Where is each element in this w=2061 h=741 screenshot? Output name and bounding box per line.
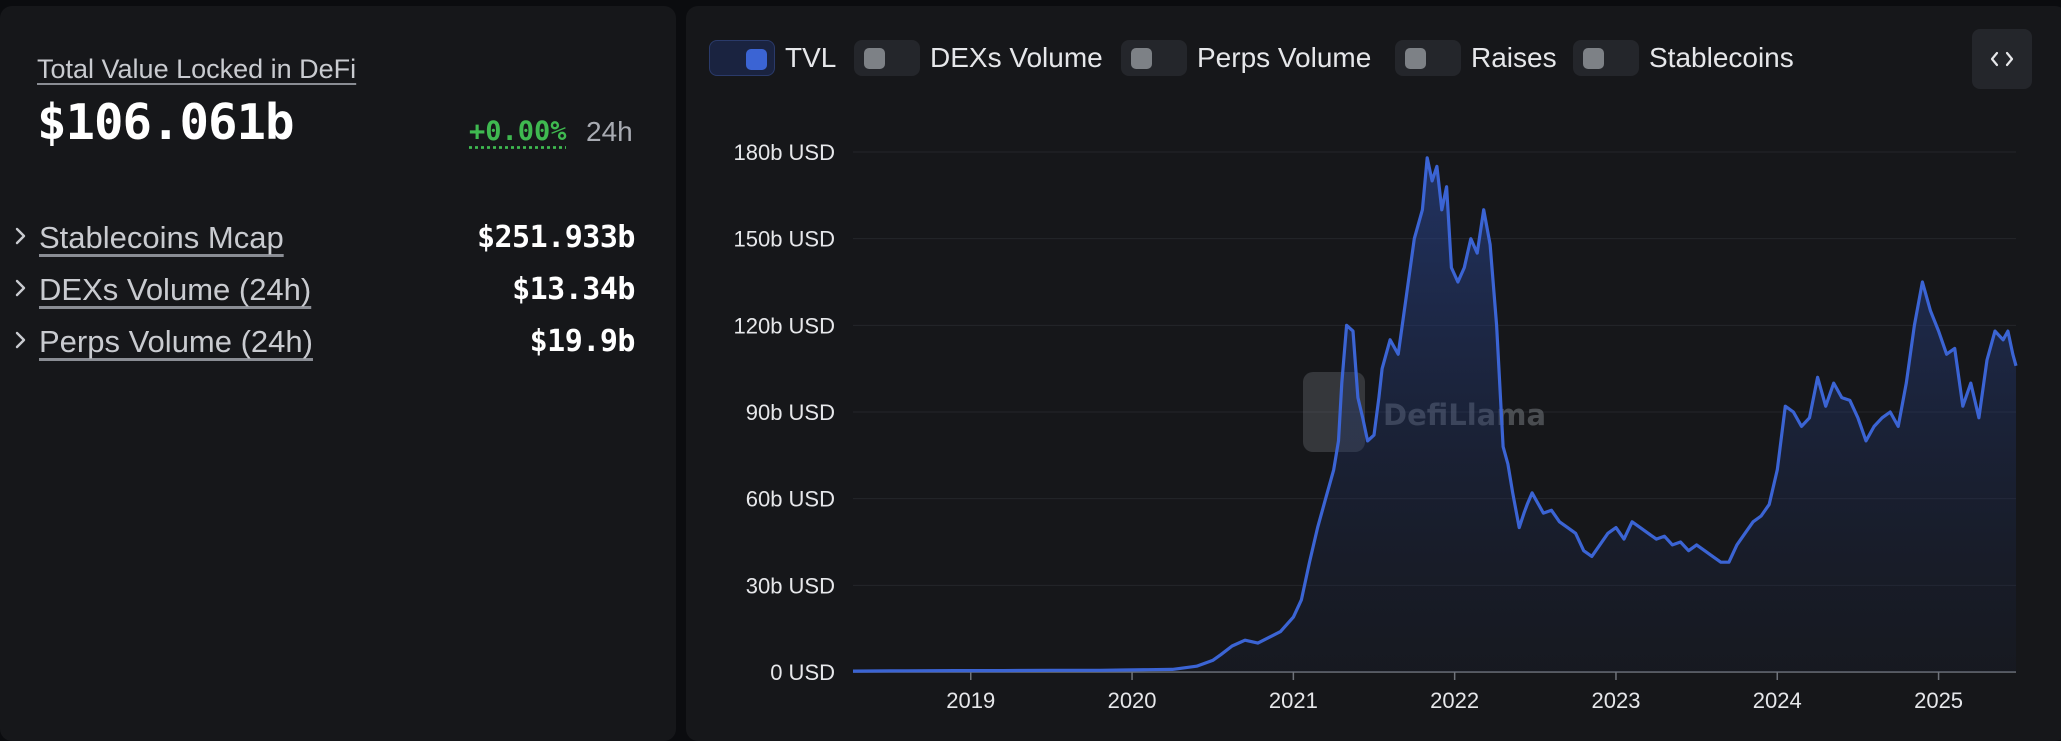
chevron-right-icon[interactable]: [12, 276, 30, 300]
tvl-period: 24h: [586, 116, 633, 148]
legend-item-perps-volume[interactable]: Perps Volume: [1121, 39, 1371, 77]
y-tick-label: 60b USD: [746, 487, 835, 512]
metric-value: $13.34b: [512, 272, 635, 307]
toggle-switch[interactable]: [1121, 40, 1187, 76]
tvl-value: $106.061b: [37, 94, 294, 151]
legend-label[interactable]: DEXs Volume: [930, 42, 1103, 74]
y-tick-label: 90b USD: [746, 400, 835, 425]
tvl-label[interactable]: Total Value Locked in DeFi: [37, 54, 356, 85]
x-tick-label: 2021: [1269, 688, 1318, 713]
legend-label[interactable]: Perps Volume: [1197, 42, 1371, 74]
x-tick-label: 2024: [1753, 688, 1802, 713]
toggle-switch[interactable]: [1395, 40, 1461, 76]
legend-label[interactable]: Stablecoins: [1649, 42, 1794, 74]
legend-item-tvl[interactable]: TVL: [709, 39, 836, 77]
metric-label[interactable]: DEXs Volume (24h): [39, 272, 311, 308]
toggle-switch[interactable]: [1573, 40, 1639, 76]
metric-label[interactable]: Stablecoins Mcap: [39, 220, 284, 256]
y-tick-label: 150b USD: [733, 227, 835, 252]
chevron-right-icon[interactable]: [12, 328, 30, 352]
metric-row-perps-volume[interactable]: Perps Volume (24h) $19.9b: [0, 320, 640, 364]
y-tick-label: 120b USD: [733, 313, 835, 338]
tvl-area: [853, 158, 2016, 672]
metric-row-dexs-volume[interactable]: DEXs Volume (24h) $13.34b: [0, 268, 640, 312]
metric-value: $251.933b: [477, 220, 635, 255]
legend-item-dexs-volume[interactable]: DEXs Volume: [854, 39, 1103, 77]
y-tick-label: 30b USD: [746, 573, 835, 598]
metric-row-stablecoins[interactable]: Stablecoins Mcap $251.933b: [0, 216, 640, 260]
x-tick-label: 2019: [946, 688, 995, 713]
legend-label[interactable]: Raises: [1471, 42, 1557, 74]
y-tick-label: 0 USD: [770, 660, 835, 685]
legend-item-raises[interactable]: Raises: [1395, 39, 1557, 77]
x-tick-label: 2022: [1430, 688, 1479, 713]
x-tick-label: 2023: [1591, 688, 1640, 713]
legend-item-stablecoins[interactable]: Stablecoins: [1573, 39, 1794, 77]
metric-value: $19.9b: [530, 324, 635, 359]
tvl-change[interactable]: +0.00%: [469, 116, 567, 147]
y-tick-label: 180b USD: [733, 140, 835, 165]
embed-code-button[interactable]: [1972, 29, 2032, 89]
x-tick-label: 2025: [1914, 688, 1963, 713]
x-tick-label: 2020: [1108, 688, 1157, 713]
tvl-chart[interactable]: 0 USD 30b USD 60b USD 90b USD 120b USD 150b U…: [686, 0, 2061, 731]
chevron-right-icon[interactable]: [12, 224, 30, 248]
toggle-switch[interactable]: [709, 40, 775, 76]
legend-label[interactable]: TVL: [785, 42, 836, 74]
metric-label[interactable]: Perps Volume (24h): [39, 324, 313, 360]
summary-panel: Total Value Locked in DeFi $106.061b +0.…: [0, 6, 676, 741]
toggle-switch[interactable]: [854, 40, 920, 76]
code-icon: [1989, 49, 2015, 69]
